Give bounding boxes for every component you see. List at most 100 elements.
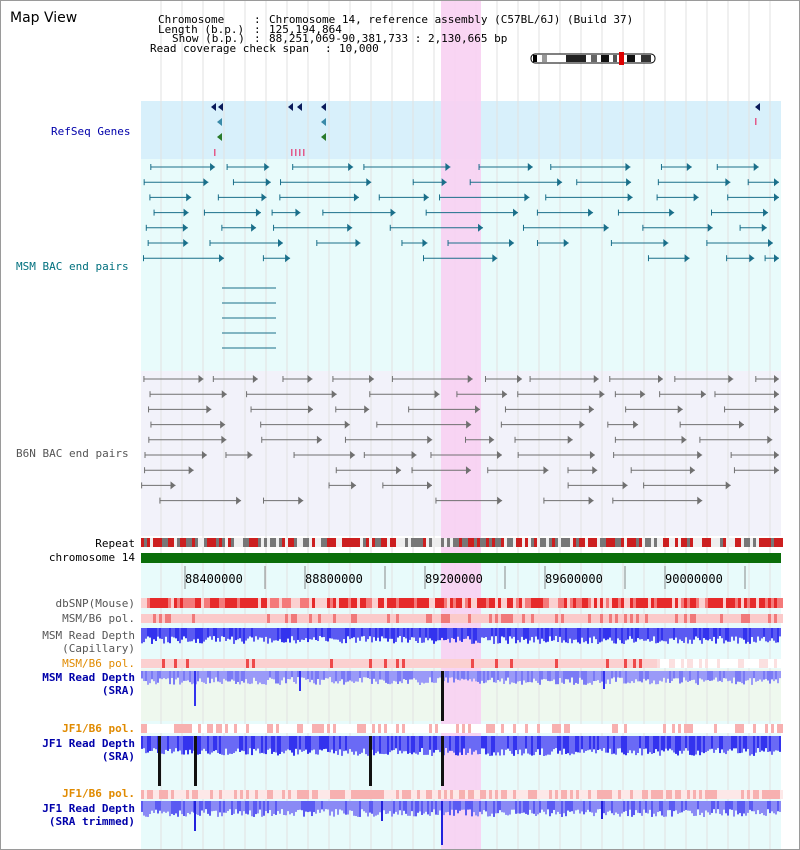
dbsnp-cell — [222, 598, 225, 608]
jf1-sra-depth-bar — [517, 736, 519, 755]
track-label-msm-depth-sra[interactable]: MSM Read Depth — [42, 671, 135, 684]
show-key: Show (b.p.) — [172, 32, 245, 45]
track-label-b6n-bac[interactable]: B6N BAC end pairs — [16, 447, 129, 460]
jf1-trim-depth-bar — [197, 801, 199, 815]
repeat-block — [693, 538, 696, 547]
msm-sra-depth-bar — [769, 671, 771, 684]
jf1-trim-depth-bar — [321, 801, 323, 810]
track-label-repeat[interactable]: Repeat — [95, 537, 135, 550]
dbsnp-cell — [441, 598, 444, 608]
msm-pol-cell — [408, 614, 411, 623]
msm-pol-cell — [651, 614, 654, 623]
msm-pol2-cell — [222, 659, 225, 668]
repeat-block — [276, 538, 279, 547]
msm-cap-depth-bar — [693, 628, 695, 640]
jf1-sra-depth-bar — [477, 736, 479, 755]
msm-pol-cell — [159, 614, 162, 623]
track-label-chromosome[interactable]: chromosome 14 — [48, 551, 135, 564]
msm-pol2-cell — [657, 659, 660, 668]
msm-cap-depth-bar — [529, 628, 531, 641]
dbsnp-cell — [684, 598, 687, 608]
jf1-sra-depth-bar — [299, 736, 301, 750]
msm-cap-depth-bar — [425, 628, 427, 638]
msm-pol2-cell — [744, 659, 747, 668]
jf1-pol2-cell — [423, 790, 426, 799]
msm-pol-cell — [564, 614, 567, 623]
msm-pol2-cell — [777, 659, 780, 668]
jf1-pol-cell — [360, 724, 363, 733]
track-label-msm-bac[interactable]: MSM BAC end pairs — [16, 260, 129, 273]
msm-pol-cell — [162, 614, 165, 623]
track-label-dbsnp[interactable]: dbSNP(Mouse) — [55, 597, 135, 610]
msm-sra-depth-bar — [255, 671, 257, 682]
msm-cap-depth-bar — [623, 628, 625, 644]
msm-cap-depth-bar — [233, 628, 235, 644]
msm-pol-cell — [657, 614, 660, 623]
jf1-trim-depth-bar — [263, 801, 265, 816]
jf1-sra-depth-bar — [465, 736, 467, 755]
msm-pol2-cell — [513, 659, 516, 668]
track-label-msm-depth-capillary[interactable]: MSM Read Depth — [42, 629, 135, 642]
msm-pol-cell — [255, 614, 258, 623]
jf1-sra-depth-bar — [161, 736, 163, 754]
jf1-trim-depth-bar — [349, 801, 351, 811]
jf1-trim-depth-bar — [305, 801, 307, 812]
track-label-jf1-depth-sra[interactable]: JF1 Read Depth — [42, 737, 135, 750]
msm-pol-cell — [252, 614, 255, 623]
msm-pol-cell — [267, 614, 270, 623]
track-label-jf1-depth-trimmed[interactable]: JF1 Read Depth — [42, 802, 135, 815]
jf1-sra-depth-bar — [431, 736, 433, 756]
msm-pol2-cell — [297, 659, 300, 668]
dbsnp-cell — [201, 598, 204, 608]
msm-pol-cell — [627, 614, 630, 623]
jf1-pol-cell — [222, 724, 225, 733]
msm-pol2-cell — [285, 659, 288, 668]
dbsnp-cell — [186, 598, 189, 608]
msm-sra-depth-bar — [233, 671, 235, 681]
msm-sra-depth-bar — [439, 671, 441, 678]
jf1-pol-cell — [144, 724, 147, 733]
track-label-msm-b6-pol-2[interactable]: MSM/B6 pol. — [62, 657, 135, 670]
msm-pol-cell — [423, 614, 426, 623]
msm-pol2-cell — [732, 659, 735, 668]
refseq-gene-glyph — [217, 118, 222, 126]
msm-sra-depth-bar — [407, 671, 409, 684]
jf1-sra-depth-bar — [607, 736, 609, 753]
jf1-pol2-cell — [351, 790, 354, 799]
msm-pol2-cell — [663, 659, 666, 668]
msm-cap-depth-bar — [677, 628, 679, 644]
jf1-trim-depth-bar — [415, 801, 417, 817]
msm-pol2-cell — [690, 659, 693, 668]
repeat-block — [375, 538, 378, 547]
jf1-sra-depth-bar — [295, 736, 297, 749]
repeat-block — [546, 538, 549, 547]
msm-cap-depth-bar — [301, 628, 303, 640]
jf1-trim-depth-bar — [347, 801, 349, 815]
jf1-pol-cell — [165, 724, 168, 733]
jf1-pol-cell — [345, 724, 348, 733]
jf1-pol2-cell — [759, 790, 762, 799]
repeat-block — [744, 538, 747, 547]
track-label-msm-b6-pol[interactable]: MSM/B6 pol. — [62, 612, 135, 625]
jf1-pol2-cell — [777, 790, 780, 799]
track-label-jf1-b6-pol[interactable]: JF1/B6 pol. — [62, 722, 135, 735]
jf1-pol2-cell — [204, 790, 207, 799]
msm-cap-depth-bar — [299, 628, 301, 642]
jf1-pol2-cell — [678, 790, 681, 799]
msm-sra-depth-bar — [169, 671, 171, 685]
repeat-block — [222, 538, 225, 547]
dbsnp-cell — [390, 598, 393, 608]
jf1-trim-depth-bar — [435, 801, 437, 815]
track-label-jf1-b6-pol-2[interactable]: JF1/B6 pol. — [62, 787, 135, 800]
jf1-pol2-cell — [390, 790, 393, 799]
msm-pol2-cell — [606, 659, 609, 668]
msm-bac-pair-arrow — [355, 239, 361, 247]
chromosome-ideogram[interactable] — [530, 52, 656, 65]
jf1-pol2-cell — [165, 790, 168, 799]
msm-pol2-cell — [741, 659, 744, 668]
jf1-pol2-cell — [252, 790, 255, 799]
track-label-refseq[interactable]: RefSeq Genes — [51, 125, 131, 138]
msm-pol2-cell — [768, 659, 771, 668]
msm-pol-cell — [399, 614, 402, 623]
